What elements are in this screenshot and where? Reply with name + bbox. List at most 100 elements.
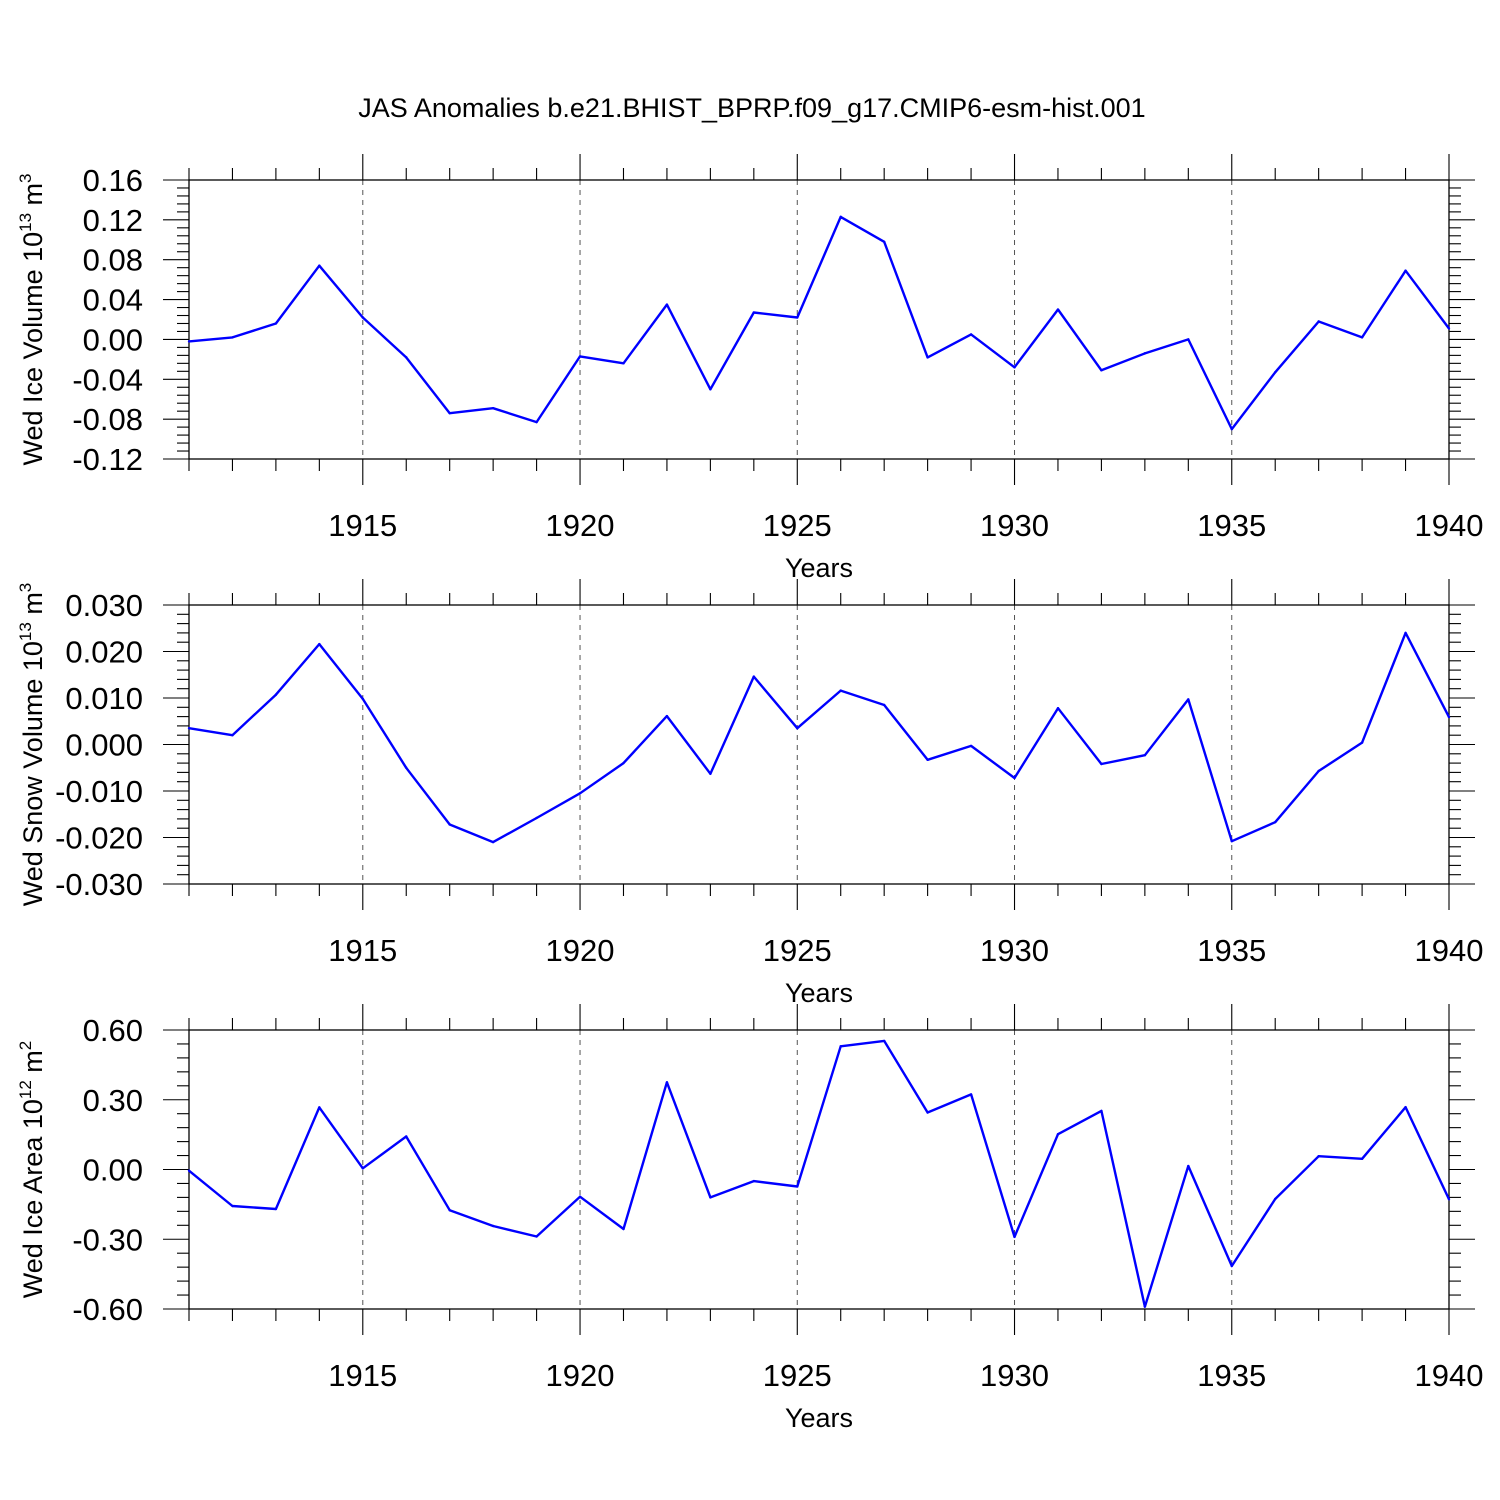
y-axis-title: Wed Ice Volume 1013 m3 xyxy=(16,173,48,465)
data-point xyxy=(752,1179,756,1183)
x-tick-label: 1925 xyxy=(763,1358,832,1393)
y-tick-label: 0.010 xyxy=(65,681,143,716)
data-point xyxy=(1187,698,1190,701)
data-point xyxy=(231,336,234,339)
data-point xyxy=(665,1081,669,1084)
data-point xyxy=(796,316,799,319)
data-point xyxy=(318,1106,321,1109)
y-tick-label: 0.04 xyxy=(83,283,143,318)
y-tick-label: 0.00 xyxy=(83,322,143,357)
series-line xyxy=(188,1039,1451,1308)
data-point xyxy=(1274,1197,1277,1201)
data-point xyxy=(318,264,321,267)
y-axis-title-part: 3 xyxy=(16,173,35,182)
y-tick-label: 0.16 xyxy=(83,163,143,198)
y-axis-title-part: 3 xyxy=(16,583,35,592)
data-point xyxy=(796,727,799,730)
data-point xyxy=(535,1235,538,1238)
y-tick-label: -0.30 xyxy=(72,1222,143,1257)
y-axis-title-part: m xyxy=(18,1050,48,1080)
data-point xyxy=(1100,369,1103,372)
chart-panels: -0.12 -0.08 -0.04 0.00 0.04 0.08 0.12 0.16 1915 1… xyxy=(16,154,1483,1433)
data-point xyxy=(882,703,886,707)
data-point xyxy=(882,1039,886,1043)
data-point xyxy=(1404,1105,1407,1109)
data-point xyxy=(969,1093,973,1096)
y-tick-label: -0.010 xyxy=(55,774,143,809)
x-tick-label: 1930 xyxy=(980,508,1049,543)
x-tick-label: 1935 xyxy=(1197,508,1266,543)
data-point xyxy=(709,388,712,391)
y-tick-label: 0.30 xyxy=(83,1083,143,1118)
data-point xyxy=(1360,741,1364,744)
data-point xyxy=(1187,1164,1190,1168)
data-point xyxy=(1230,840,1233,843)
data-point xyxy=(1230,1264,1233,1268)
y-tick-label: 0.020 xyxy=(65,635,143,670)
data-point xyxy=(622,761,625,765)
x-tick-label: 1920 xyxy=(546,933,615,968)
data-point xyxy=(361,1167,364,1170)
data-point xyxy=(448,411,451,415)
x-tick-label: 1940 xyxy=(1415,933,1484,968)
data-point xyxy=(665,714,669,718)
x-tick-label: 1915 xyxy=(328,508,397,543)
data-point xyxy=(318,642,321,646)
x-tick-label: 1920 xyxy=(546,508,615,543)
data-point xyxy=(491,406,495,410)
x-tick-label: 1935 xyxy=(1197,1358,1266,1393)
chart-title: JAS Anomalies b.e21.BHIST_BPRP.f09_g17.C… xyxy=(358,93,1145,123)
data-point xyxy=(1056,707,1060,710)
data-point xyxy=(1143,1305,1147,1308)
data-point xyxy=(1013,366,1016,369)
plot-frame xyxy=(188,604,1450,885)
data-point xyxy=(1274,371,1277,374)
data-point xyxy=(1404,631,1407,635)
data-point xyxy=(1100,762,1103,766)
data-point xyxy=(1447,327,1451,330)
y-tick-label: 0.00 xyxy=(83,1153,143,1188)
data-point xyxy=(1274,820,1277,824)
data-point xyxy=(491,1224,495,1228)
data-point xyxy=(969,333,973,336)
y-tick-label: -0.020 xyxy=(55,821,143,856)
data-point xyxy=(231,1204,234,1208)
y-axis-title-part: 2 xyxy=(16,1041,35,1050)
data-point xyxy=(969,744,973,748)
data-point xyxy=(709,1196,712,1199)
panel-3: -0.60 -0.30 0.00 0.30 0.60 1915 1920 1925 1930 19… xyxy=(16,1004,1483,1433)
y-axis-title-part: 13 xyxy=(16,622,35,641)
y-axis-title-part: m xyxy=(18,183,48,213)
data-point xyxy=(491,840,495,844)
data-point xyxy=(1317,320,1320,323)
x-tick-label: 1940 xyxy=(1415,1358,1484,1393)
data-point xyxy=(535,816,538,820)
data-point xyxy=(578,792,582,795)
data-point xyxy=(405,356,408,359)
data-point xyxy=(1056,1132,1060,1136)
y-tick-label: 0.030 xyxy=(65,588,143,623)
data-point xyxy=(839,1045,842,1048)
y-axis-title: Wed Ice Area 1012 m2 xyxy=(16,1041,48,1299)
data-point xyxy=(839,215,842,219)
data-point xyxy=(1404,269,1407,272)
data-point xyxy=(752,675,756,678)
x-tick-label: 1915 xyxy=(328,1358,397,1393)
data-point xyxy=(405,1135,408,1138)
y-tick-label: -0.08 xyxy=(72,402,143,437)
y-tick-label: 0.08 xyxy=(83,243,143,278)
data-point xyxy=(1360,336,1364,339)
x-tick-label: 1920 xyxy=(546,1358,615,1393)
x-tick-label: 1915 xyxy=(328,933,397,968)
data-point xyxy=(274,1207,278,1211)
data-point xyxy=(187,1169,191,1172)
data-point xyxy=(752,311,756,314)
data-point xyxy=(187,340,191,343)
data-point xyxy=(665,303,669,306)
data-point xyxy=(1187,338,1190,341)
y-tick-label: -0.030 xyxy=(55,867,143,902)
y-tick-label: -0.04 xyxy=(72,362,143,397)
data-point xyxy=(1360,1157,1364,1161)
x-axis-title: Years xyxy=(785,553,853,583)
